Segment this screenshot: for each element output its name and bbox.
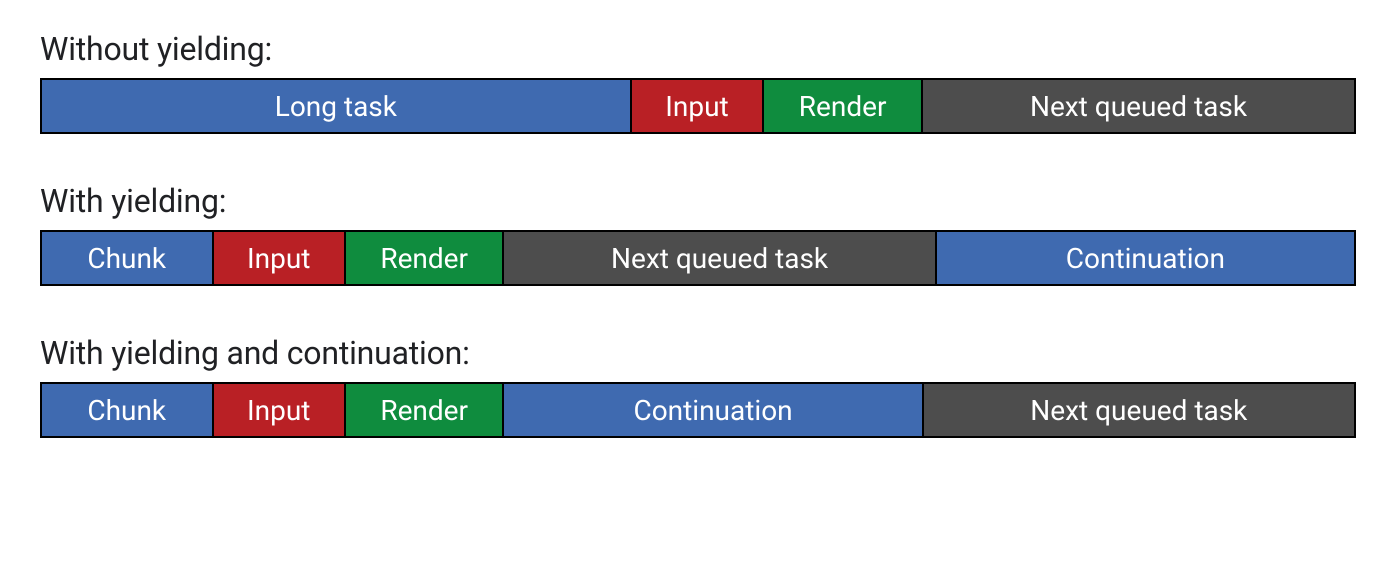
segment-render: Render [764,80,923,132]
segment-render: Render [346,384,504,436]
segment-long-task: Long task [42,80,632,132]
segment-render: Render [346,232,504,284]
segment-input: Input [214,384,346,436]
section-1: With yielding: ChunkInputRenderNext queue… [40,182,1356,286]
section-title: With yielding: [40,182,1356,220]
segment-next-queued-task: Next queued task [924,384,1354,436]
task-bar: Long taskInputRenderNext queued task [40,78,1356,134]
task-bar: ChunkInputRenderNext queued taskContinua… [40,230,1356,286]
section-2: With yielding and continuation: ChunkInpu… [40,334,1356,438]
section-title: Without yielding: [40,30,1356,68]
segment-chunk: Chunk [42,384,214,436]
segment-continuation: Continuation [937,232,1354,284]
section-title: With yielding and continuation: [40,334,1356,372]
segment-chunk: Chunk [42,232,214,284]
segment-input: Input [632,80,765,132]
segment-continuation: Continuation [504,384,923,436]
segment-next-queued-task: Next queued task [923,80,1354,132]
section-0: Without yielding: Long taskInputRenderNex… [40,30,1356,134]
task-yielding-diagram: Without yielding:Long taskInputRenderNex… [40,30,1356,438]
segment-input: Input [214,232,346,284]
task-bar: ChunkInputRenderContinuationNext queued … [40,382,1356,438]
segment-next-queued-task: Next queued task [504,232,936,284]
